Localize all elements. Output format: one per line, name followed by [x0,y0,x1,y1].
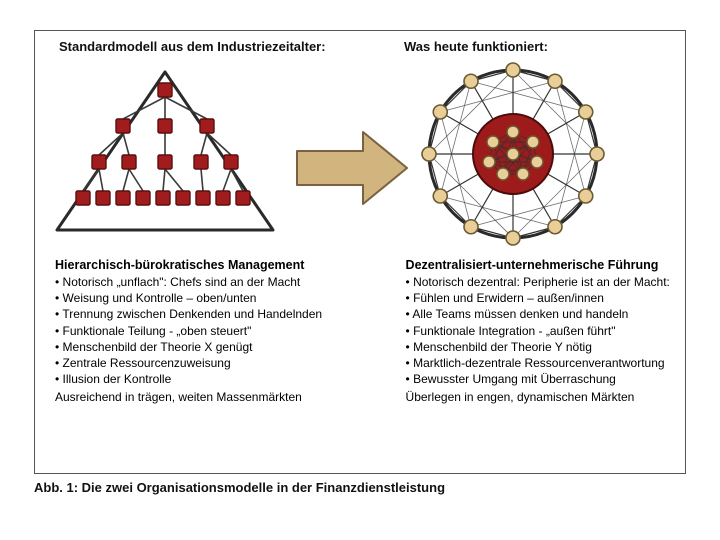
network-node [507,148,519,160]
hierarchy-node [96,191,110,205]
bullet-item: Notorisch „unflach": Chefs sind an der M… [55,274,406,290]
network-node [497,168,509,180]
network-node [548,220,562,234]
network-node [464,220,478,234]
hierarchy-node [236,191,250,205]
network-node [422,147,436,161]
hierarchy-node [76,191,90,205]
header-right: Was heute funktioniert: [404,39,675,54]
hierarchy-node [158,119,172,133]
network-node [531,156,543,168]
diagram-row [35,54,685,254]
network-node [483,156,495,168]
hierarchy-node [136,191,150,205]
network-node [487,136,499,148]
bullet-item: Fühlen und Erwidern – außen/innen [406,290,681,306]
content-frame: Standardmodell aus dem Industriezeitalte… [34,30,686,474]
bullet-item: Menschenbild der Theorie X genügt [55,339,406,355]
arrow-icon [297,132,407,204]
bullet-item: Notorisch dezentral: Peripherie ist an d… [406,274,681,290]
bullets-right: Notorisch dezentral: Peripherie ist an d… [406,274,681,387]
bullets-left: Notorisch „unflach": Chefs sind an der M… [55,274,406,387]
hierarchy-node [176,191,190,205]
bullet-item: Alle Teams müssen denken und handeln [406,306,681,322]
bullet-item: Funktionale Teilung - „oben steuert" [55,323,406,339]
bullet-item: Zentrale Ressourcenzuweisung [55,355,406,371]
bullets-right-col: Notorisch dezentral: Peripherie ist an d… [406,274,681,406]
hierarchy-node [224,155,238,169]
hierarchy-node [122,155,136,169]
bullet-item: Bewusster Umgang mit Überraschung [406,371,681,387]
bullet-item: Trennung zwischen Denkenden und Handelnd… [55,306,406,322]
hierarchy-node [116,191,130,205]
hierarchy-node [196,191,210,205]
network-node [507,126,519,138]
hierarchy-node [156,191,170,205]
hierarchy-node [216,191,230,205]
network-node [590,147,604,161]
header-left: Standardmodell aus dem Industriezeitalte… [59,39,404,54]
network-node [506,231,520,245]
bullet-item: Marktlich-dezentrale Ressourcenverantwor… [406,355,681,371]
hierarchy-node [158,83,172,97]
bullet-item: Menschenbild der Theorie Y nötig [406,339,681,355]
diagram-svg [35,54,687,254]
subtitle-left: Hierarchisch-bürokratisches Management [55,258,406,272]
network-node [506,63,520,77]
hierarchy-node [92,155,106,169]
subtitle-row: Hierarchisch-bürokratisches Management D… [35,254,685,274]
network-node [579,189,593,203]
hierarchy-node [194,155,208,169]
network-node [464,74,478,88]
network-node [433,189,447,203]
bullets-row: Notorisch „unflach": Chefs sind an der M… [35,274,685,406]
subtitle-right: Dezentralisiert-unternehmerische Führung [406,258,681,272]
hierarchy-node [158,155,172,169]
network-node [517,168,529,180]
bullet-item: Funktionale Integration - „außen führt" [406,323,681,339]
figure-caption: Abb. 1: Die zwei Organisationsmodelle in… [34,480,445,495]
network-node [548,74,562,88]
bullet-item: Weisung und Kontrolle – oben/unten [55,290,406,306]
network-node [433,105,447,119]
network-node [579,105,593,119]
summary-right: Überlegen in engen, dynamischen Märkten [406,389,681,405]
hierarchy-node [116,119,130,133]
header-row: Standardmodell aus dem Industriezeitalte… [35,31,685,54]
network-node [527,136,539,148]
bullet-item: Illusion der Kontrolle [55,371,406,387]
summary-left: Ausreichend in trägen, weiten Massenmärk… [55,389,406,405]
hierarchy-node [200,119,214,133]
bullets-left-col: Notorisch „unflach": Chefs sind an der M… [55,274,406,406]
